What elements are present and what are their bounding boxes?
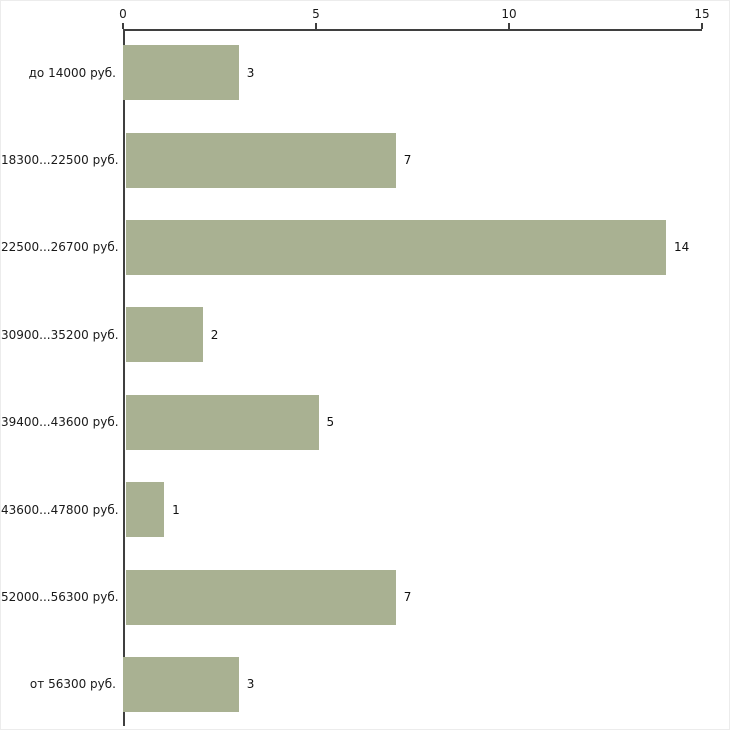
bar-row: до 14000 руб. 3 [1, 29, 729, 116]
value-label: 5 [326, 415, 335, 430]
value-label: 14 [673, 240, 690, 255]
category-label: от 56300 руб. [29, 677, 116, 692]
bar-row: 18300...22500 руб. 7 [1, 116, 729, 203]
tick-mark [315, 23, 317, 29]
category-label: до 14000 руб. [28, 65, 116, 80]
bar [125, 307, 203, 363]
category-label: 30900...35200 руб. [1, 327, 119, 342]
bar [125, 219, 666, 275]
value-label: 3 [246, 65, 255, 80]
bar [123, 45, 239, 101]
category-label: 43600...47800 руб. [1, 502, 119, 517]
bar-row: 52000...56300 руб. 7 [1, 553, 729, 640]
tick-mark [701, 23, 703, 29]
bar [125, 132, 396, 188]
bar [125, 394, 319, 450]
value-label: 7 [403, 153, 412, 168]
bar-track: 3 [123, 656, 702, 712]
tick-label: 0 [119, 7, 127, 21]
bar [125, 569, 396, 625]
bar-track: 1 [125, 482, 705, 538]
category-label: 39400...43600 руб. [1, 415, 119, 430]
value-label: 7 [403, 590, 412, 605]
bar-row: 39400...43600 руб. 5 [1, 379, 729, 466]
bar [123, 656, 239, 712]
bar-row: 22500...26700 руб. 14 [1, 204, 729, 291]
bar [125, 482, 165, 538]
value-label: 1 [172, 502, 180, 517]
value-label: 2 [210, 327, 219, 342]
tick-label: 10 [501, 7, 517, 21]
bar-track: 5 [125, 394, 705, 450]
bar-row: от 56300 руб. 3 [1, 641, 729, 728]
plot-area [123, 29, 702, 726]
bar-rows: до 14000 руб. 3 18300...22500 руб. 7 22500..… [1, 29, 729, 728]
bar-row: 43600...47800 руб. 1 [1, 466, 729, 553]
bar-track: 7 [125, 569, 705, 625]
tick-mark [122, 23, 124, 29]
bar-track: 7 [125, 132, 705, 188]
category-label: 18300...22500 руб. [1, 153, 119, 168]
value-label: 3 [246, 677, 255, 692]
bar-track: 2 [125, 307, 705, 363]
category-label: 22500...26700 руб. [1, 240, 119, 255]
tick-label: 15 [694, 7, 710, 21]
tick-label: 5 [312, 7, 320, 21]
category-label: 52000...56300 руб. [1, 590, 119, 605]
bar-row: 30900...35200 руб. 2 [1, 291, 729, 378]
bar-track: 3 [123, 45, 702, 101]
tick-mark [508, 23, 510, 29]
bar-track: 14 [125, 219, 705, 275]
